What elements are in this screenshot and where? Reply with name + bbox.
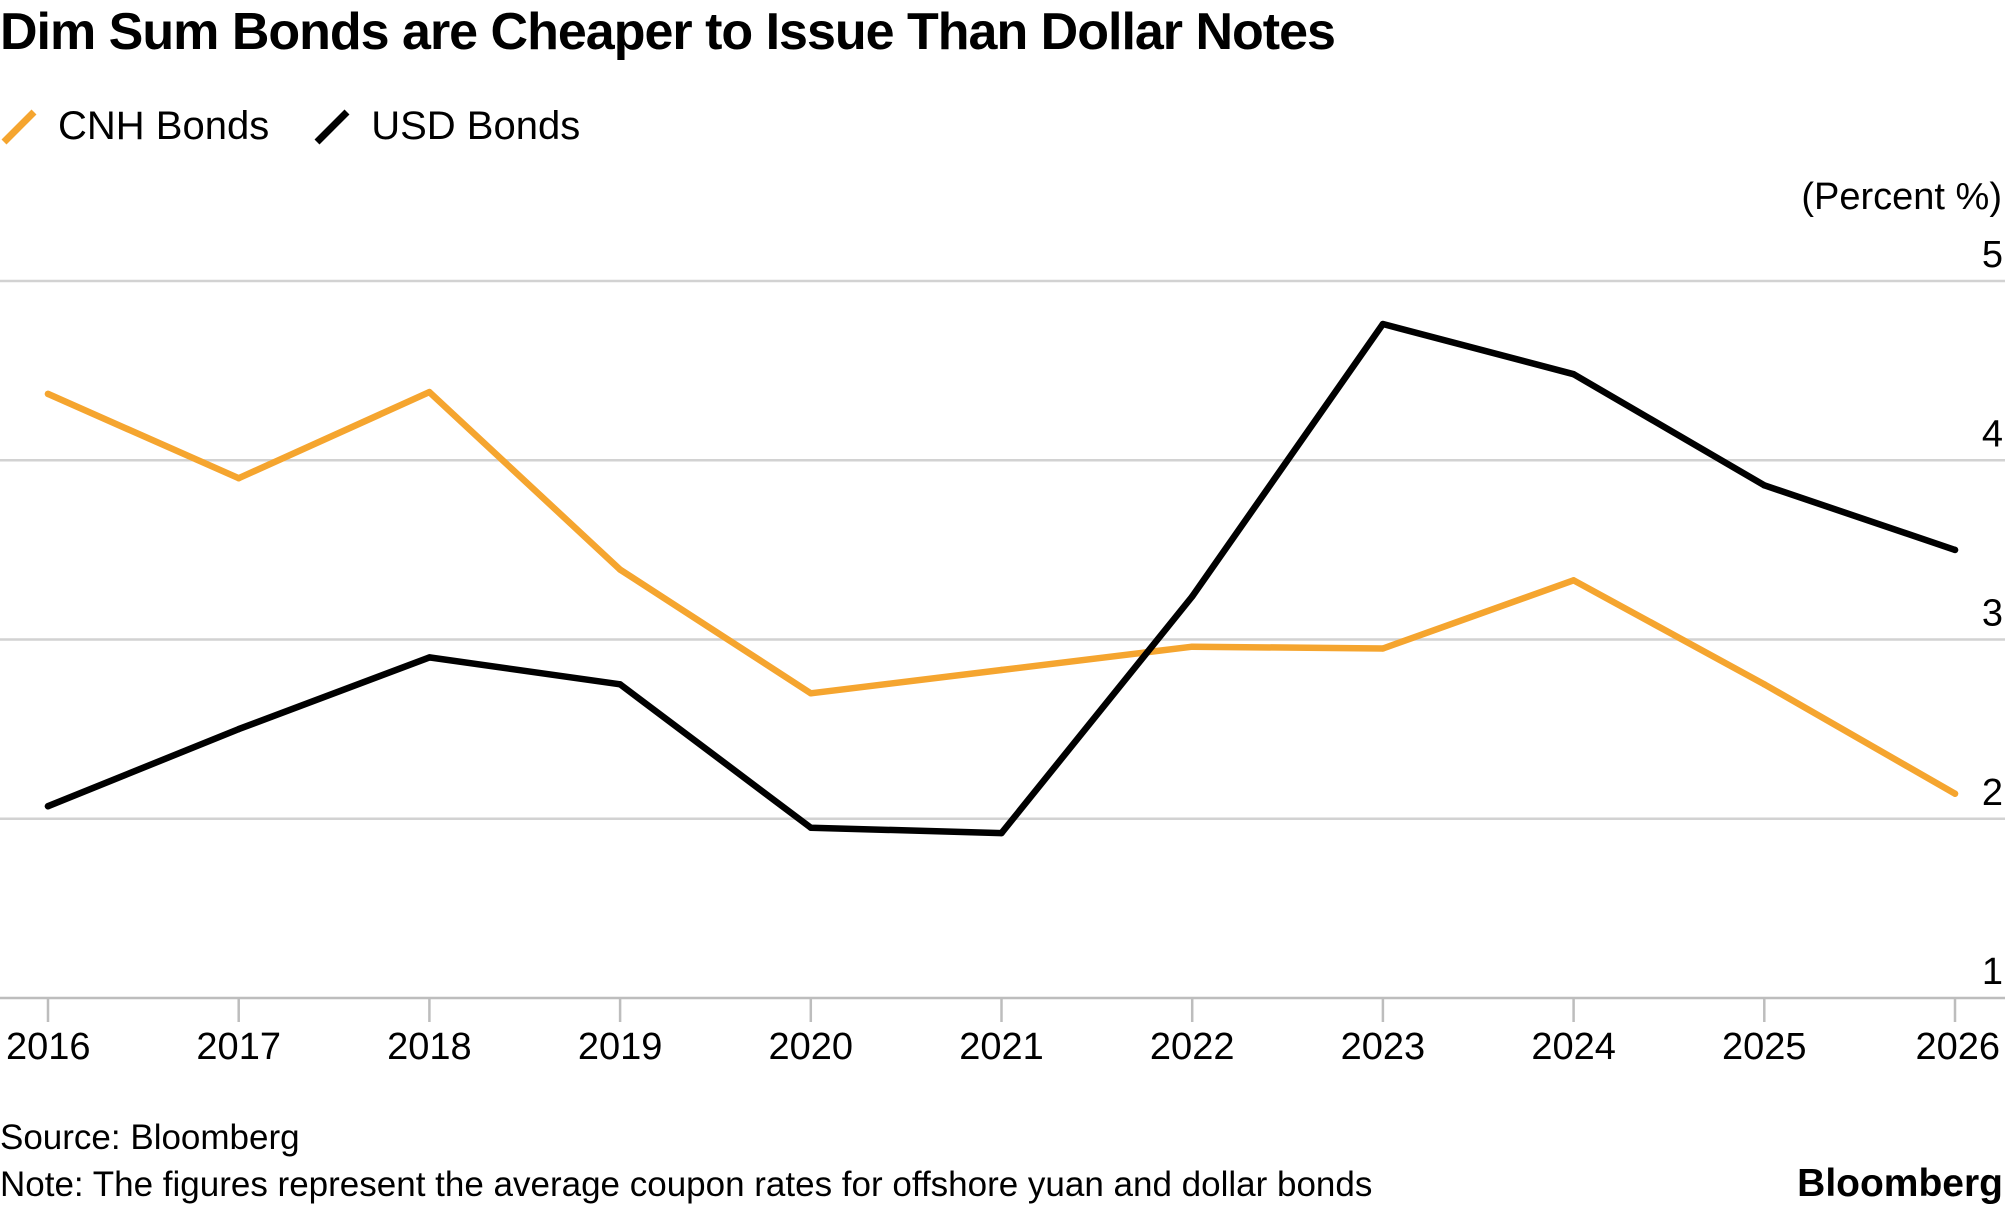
usd-point-2017 [235,725,242,733]
x-tick-label-2021: 2021 [959,1026,1044,1068]
cnh-point-2023 [1379,645,1387,652]
usd-point-2018 [426,654,433,661]
y-tick-label-1: 1 [1982,951,2003,993]
usd-point-2022 [1189,593,1196,600]
cnh-point-2022 [1189,643,1196,650]
cnh-point-2024 [1570,577,1577,584]
usd-point-2016 [44,803,52,810]
x-tick-label-2018: 2018 [387,1026,472,1068]
cnh-bonds-line [44,388,1959,797]
cnh-point-2021 [998,666,1005,674]
footnote: Note: The figures represent the average … [0,1165,1373,1204]
usd-point-2023 [1379,320,1387,328]
y-tick-label-2: 2 [1982,772,2003,814]
cnh-point-2020 [807,690,814,697]
usd-bonds-line [44,320,1959,837]
legend: CNH Bonds USD Bonds [0,98,624,154]
cnh-point-2018 [426,388,433,396]
source-note: Source: Bloomberg [0,1118,300,1157]
legend-label-cnh: CNH Bonds [58,103,270,148]
cnh-point-2017 [235,474,242,482]
usd-point-2025 [1761,482,1768,489]
x-tick-label-2016: 2016 [6,1026,91,1068]
legend-label-usd: USD Bonds [371,103,581,148]
y-axis-unit-label: (Percent %) [1801,176,2002,218]
usd-point-2026 [1951,546,1959,554]
legend-swatch-usd-icon [313,106,353,146]
x-tick-label-2019: 2019 [578,1026,663,1068]
cnh-point-2019 [616,566,624,573]
bloomberg-logo: Bloomberg [1797,1162,2003,1205]
legend-item-usd: USD Bonds [313,104,580,149]
y-tick-label-4: 4 [1982,413,2003,455]
usd-point-2021 [998,829,1005,837]
cnh-point-2026 [1951,790,1959,797]
chart-title: Dim Sum Bonds are Cheaper to Issue Than … [0,3,1336,61]
x-tick-label-2017: 2017 [196,1026,281,1068]
x-tick-label-2025: 2025 [1722,1026,1807,1068]
x-tick-label-2024: 2024 [1531,1026,1616,1068]
y-tick-label-5: 5 [1982,234,2003,276]
x-tick-label-2023: 2023 [1341,1026,1426,1068]
usd-point-2024 [1570,371,1577,378]
y-tick-label-3: 3 [1982,593,2003,635]
x-tick-label-2026: 2026 [1915,1026,2000,1068]
legend-swatch-cnh-icon [0,106,40,146]
usd-point-2019 [616,681,624,688]
x-tick-label-2022: 2022 [1150,1026,1235,1068]
cnh-point-2025 [1761,681,1768,688]
usd-point-2020 [807,824,814,831]
cnh-point-2016 [44,390,52,398]
x-tick-label-2020: 2020 [769,1026,854,1068]
legend-item-cnh: CNH Bonds [0,104,269,149]
